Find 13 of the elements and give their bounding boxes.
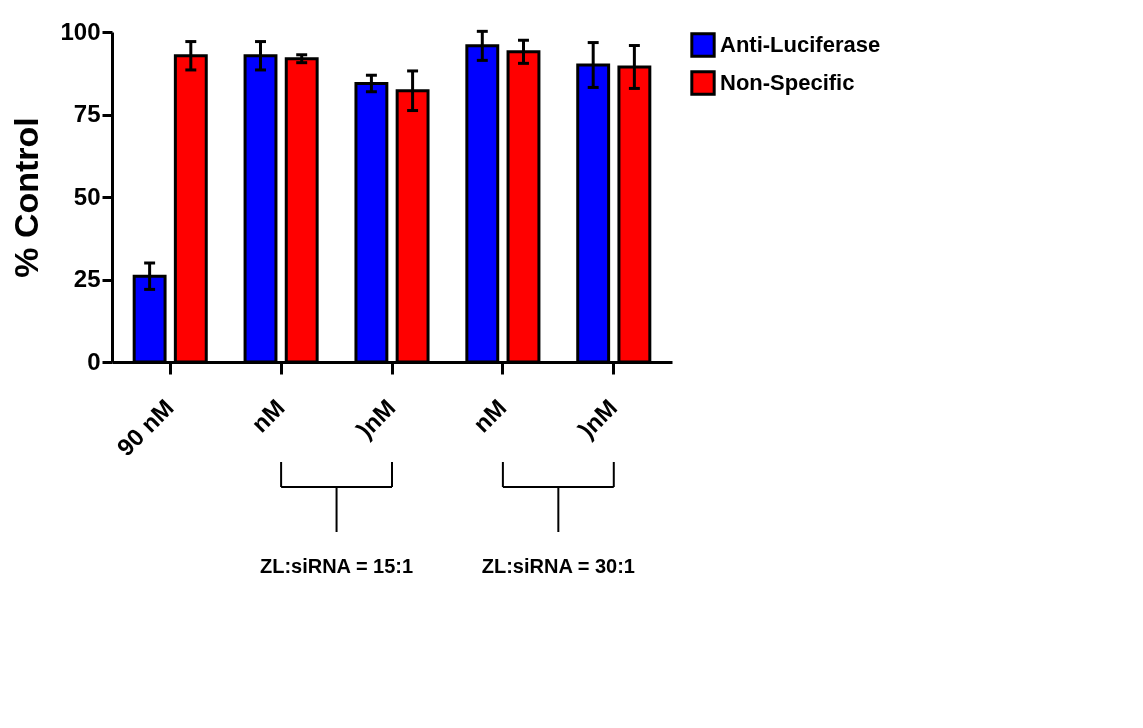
text: ZL:siRNA = 15:1: [259, 555, 414, 577]
legend-label: Non-Specific: [720, 70, 855, 95]
y-tick-label: 75: [73, 100, 101, 127]
text: ZL:siRNA = 30:1: [481, 555, 635, 577]
y-tick-label: 100: [60, 17, 101, 45]
y-tick-label: 0: [87, 347, 101, 375]
x-tick-label: nM: [467, 393, 512, 438]
y-axis-title: % Control: [7, 117, 46, 278]
y-tick-label: 50: [73, 182, 101, 210]
x-tick-label: nM: [246, 393, 290, 438]
y-tick-label: 25: [73, 265, 101, 292]
x-tick-label: 90 nM: [111, 393, 179, 462]
legend-label: Anti-Luciferase: [720, 32, 881, 57]
